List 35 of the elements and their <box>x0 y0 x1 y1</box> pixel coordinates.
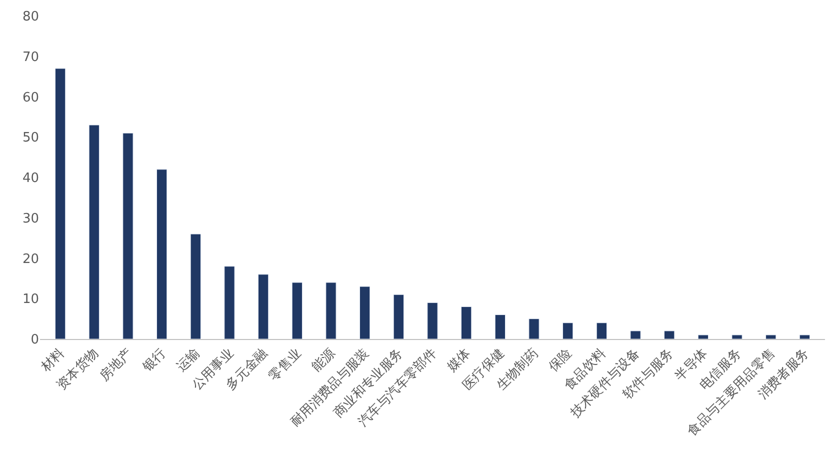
bar <box>224 266 235 339</box>
bar <box>360 286 370 339</box>
bar <box>596 322 608 339</box>
bar <box>427 302 438 339</box>
bar <box>54 68 66 339</box>
y-tick-label: 10 <box>22 292 39 308</box>
bar <box>664 330 675 339</box>
y-tick-label: 70 <box>22 50 39 65</box>
y-tick-label: 0 <box>30 332 39 348</box>
bar <box>461 306 472 339</box>
y-tick-label: 50 <box>22 130 39 146</box>
bar <box>766 334 776 339</box>
bar <box>88 124 100 339</box>
bar <box>156 169 168 339</box>
y-tick-label: 80 <box>22 10 39 25</box>
x-tick-label: 材料 <box>38 346 68 376</box>
bar <box>292 282 302 339</box>
bar <box>698 334 709 339</box>
bar <box>732 334 742 339</box>
x-tick-label: 银行 <box>140 346 170 376</box>
bar <box>393 294 404 339</box>
bar <box>528 318 540 339</box>
bar <box>494 314 506 339</box>
bar <box>258 274 269 339</box>
bar <box>562 322 574 339</box>
y-tick-label: 30 <box>22 211 39 226</box>
bar <box>326 282 336 339</box>
bar <box>190 234 201 339</box>
bar <box>630 330 641 339</box>
y-tick-label: 60 <box>22 90 39 106</box>
y-tick-label: 20 <box>22 252 39 267</box>
bar <box>122 132 134 339</box>
bar <box>799 334 810 339</box>
x-tick-label: 能源 <box>309 346 338 375</box>
y-tick-label: 40 <box>22 171 39 186</box>
